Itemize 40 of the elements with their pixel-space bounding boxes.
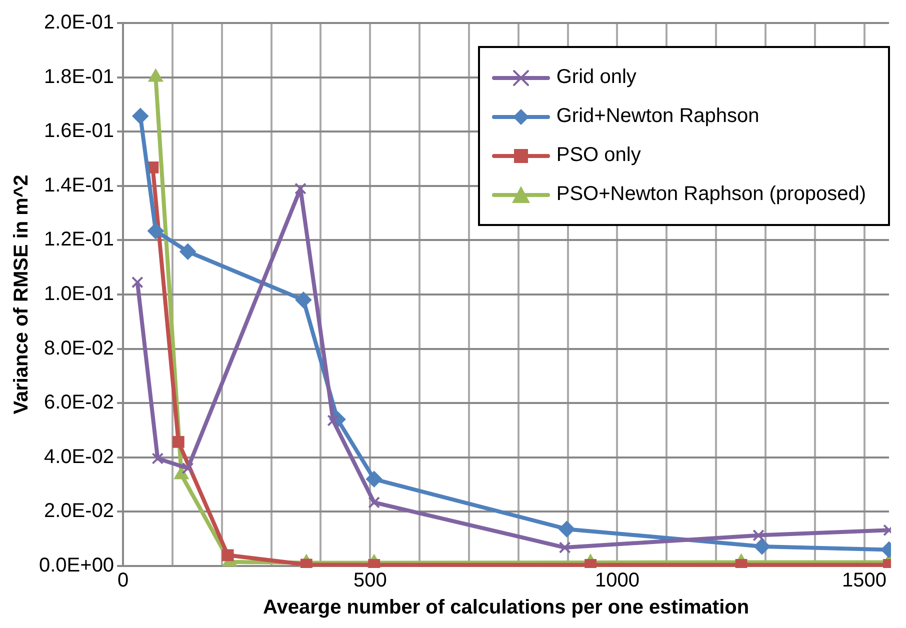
legend-label: PSO+Newton Raphson (proposed) <box>556 183 866 206</box>
x-tick-label: 500 <box>353 570 387 592</box>
point <box>131 276 144 288</box>
point <box>222 549 234 562</box>
point <box>584 558 596 568</box>
point <box>294 182 306 195</box>
point <box>148 222 164 239</box>
y-tick-label: 2.0E-01 <box>44 12 114 34</box>
x-axis-title: Avearge number of calculations per one estimation <box>263 596 750 619</box>
y-tick-label: 1.8E-01 <box>44 66 114 88</box>
point <box>735 558 748 568</box>
point <box>366 471 382 488</box>
point <box>132 108 148 124</box>
y-tick-label: 1.4E-01 <box>44 174 114 196</box>
y-tick-label: 2.0E-02 <box>44 500 114 522</box>
point <box>368 496 380 508</box>
y-tick-label: 6.0E-02 <box>44 392 114 414</box>
point <box>295 292 312 308</box>
x-tick-label: 1500 <box>842 570 887 592</box>
y-tick-label: 4.0E-02 <box>44 446 114 468</box>
x-tick-label: 1000 <box>594 570 640 592</box>
point <box>180 244 196 260</box>
point <box>172 436 184 448</box>
y-tick-label: 0.0E+00 <box>38 554 114 577</box>
point <box>754 538 770 554</box>
point <box>182 462 194 474</box>
y-tick-label: 8.0E-02 <box>44 337 114 360</box>
y-tick-label: 1.6E-01 <box>44 120 114 142</box>
legend-label: Grid+Newton Raphson <box>556 105 760 128</box>
point <box>558 521 575 538</box>
x-tick-label: 0 <box>118 570 129 592</box>
y-tick-label: 1.0E-01 <box>44 283 114 306</box>
legend-label: PSO only <box>556 144 641 167</box>
point <box>558 542 571 554</box>
point <box>174 466 188 480</box>
point <box>752 529 764 542</box>
y-tick-label: 1.2E-01 <box>44 228 114 251</box>
y-axis-title: Variance of RMSE in m^2 <box>10 174 33 414</box>
point <box>152 452 164 464</box>
legend-label: Grid only <box>556 66 636 89</box>
